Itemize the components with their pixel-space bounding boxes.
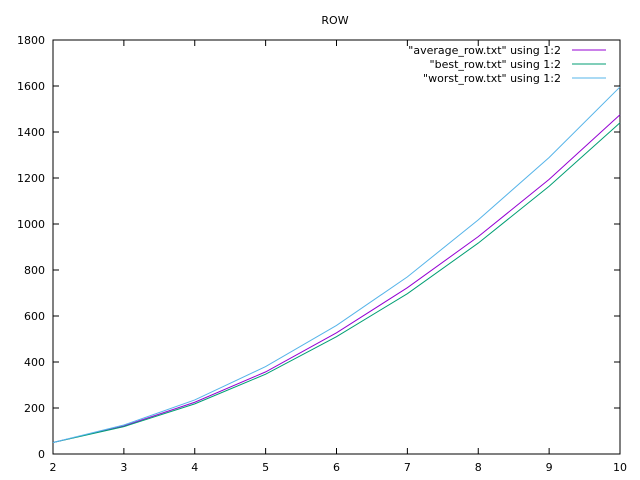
y-tick-label: 200 (24, 402, 45, 415)
legend: "average_row.txt" using 1:2"best_row.txt… (408, 44, 606, 85)
x-tick-label: 4 (191, 461, 198, 474)
x-tick-label: 8 (475, 461, 482, 474)
y-tick-label: 1600 (17, 80, 45, 93)
x-tick-label: 6 (333, 461, 340, 474)
series-line-2 (52, 86, 621, 443)
y-tick-label: 800 (24, 264, 45, 277)
legend-label-2: "worst_row.txt" using 1:2 (423, 72, 561, 85)
series-line-1 (52, 122, 621, 443)
y-tick-label: 0 (38, 448, 45, 461)
series-layer (52, 86, 621, 443)
plot-frame (52, 39, 621, 455)
x-tick-label: 10 (613, 461, 627, 474)
x-tick-label: 5 (262, 461, 269, 474)
y-tick-label: 600 (24, 310, 45, 323)
series-line-0 (52, 114, 621, 443)
x-tick-label: 7 (404, 461, 411, 474)
y-tick-label: 1800 (17, 34, 45, 47)
x-tick-label: 2 (50, 461, 57, 474)
legend-label-0: "average_row.txt" using 1:2 (408, 44, 561, 57)
y-tick-label: 1200 (17, 172, 45, 185)
y-tick-label: 1000 (17, 218, 45, 231)
chart-title: ROW (321, 14, 348, 27)
x-tick-label: 3 (120, 461, 127, 474)
y-tick-label: 400 (24, 356, 45, 369)
x-tick-label: 9 (546, 461, 553, 474)
y-tick-label: 1400 (17, 126, 45, 139)
axes: 0 200 400 600 800 1000 1200 1400 1600 1800 2 3 4 5 6 7 8… (17, 34, 627, 474)
legend-label-1: "best_row.txt" using 1:2 (430, 58, 561, 71)
